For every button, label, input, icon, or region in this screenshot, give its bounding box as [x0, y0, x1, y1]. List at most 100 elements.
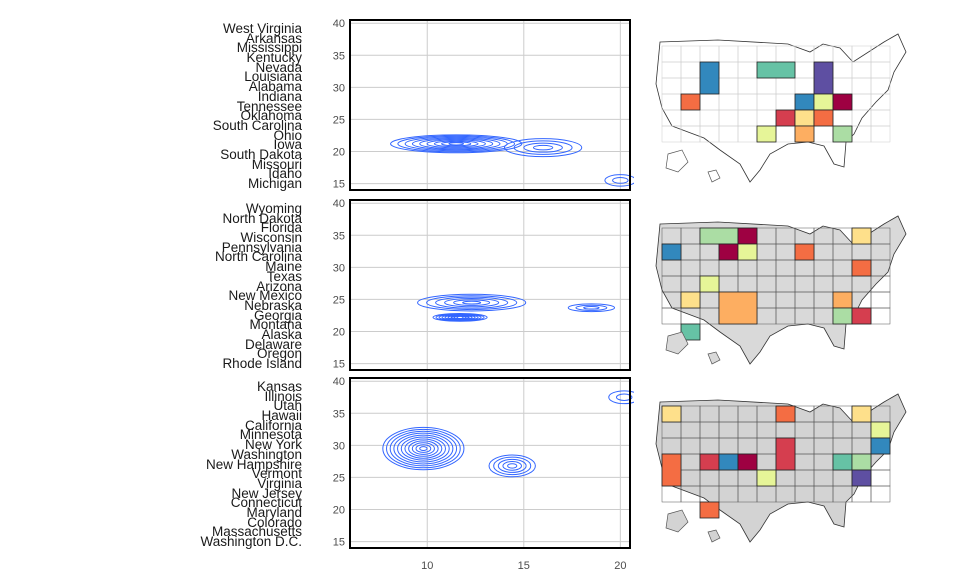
highlighted-state	[794, 93, 815, 111]
state-label: North Dakota	[222, 210, 302, 226]
contour-panel-2: 15 20 25 30 35 40	[333, 198, 631, 371]
state-label: Oregon	[256, 346, 302, 362]
state-label: Colorado	[247, 514, 302, 530]
y-tick-label: 35	[333, 408, 345, 420]
state-list-panel-2: Wyoming North Dakota Florida Wisconsin Penns…	[150, 202, 302, 371]
highlighted-state	[775, 109, 796, 127]
highlighted-state	[851, 259, 872, 277]
highlighted-state	[775, 405, 796, 423]
highlighted-state	[851, 469, 872, 487]
y-tick-label: 35	[333, 50, 345, 62]
contour-line	[389, 430, 458, 467]
contour-line	[404, 438, 443, 459]
contour-line	[615, 393, 633, 401]
state-label: Wisconsin	[240, 230, 302, 246]
highlighted-state	[851, 307, 872, 325]
state-cell	[870, 485, 891, 503]
contour-line	[503, 138, 583, 158]
contour-line	[462, 300, 482, 305]
panel-border	[349, 199, 631, 371]
y-tick-label: 40	[333, 376, 345, 388]
highlighted-state	[699, 501, 720, 519]
contour-line	[448, 142, 465, 146]
highlighted-state	[661, 453, 682, 487]
contour-line	[386, 428, 461, 469]
y-tick-label: 20	[333, 327, 345, 339]
contour-line	[497, 458, 527, 473]
state-label: South Dakota	[220, 146, 302, 162]
state-label: Mississippi	[236, 40, 302, 56]
state-cell	[870, 469, 891, 487]
contour-line	[382, 426, 465, 471]
highlighted-state	[832, 307, 853, 325]
highlighted-state	[737, 453, 758, 471]
contour-line	[419, 446, 428, 451]
contour-line	[441, 141, 472, 147]
grid	[350, 378, 630, 548]
highlighted-state	[661, 405, 682, 423]
highlighted-state	[699, 275, 720, 293]
y-tick-label: 20	[333, 505, 345, 517]
highlighted-state	[661, 243, 682, 261]
y-tick-label: 40	[333, 18, 345, 30]
state-label: Maryland	[246, 504, 302, 520]
state-label: Indiana	[257, 88, 302, 104]
highlighted-state	[813, 109, 834, 127]
panel-border	[349, 19, 631, 191]
contour-line	[453, 299, 491, 306]
state-label: Arizona	[256, 278, 302, 294]
state-label: Louisiana	[244, 69, 302, 85]
highlighted-state	[813, 61, 834, 95]
alaska-shape	[665, 149, 689, 173]
highlighted-state	[832, 453, 853, 471]
us-outline	[655, 215, 907, 365]
state-label: Texas	[266, 268, 302, 284]
highlighted-state	[813, 93, 834, 111]
state-label: Nevada	[255, 59, 302, 75]
highlighted-state	[851, 453, 872, 471]
hawaii-shape	[707, 169, 721, 183]
y-tick-label: 30	[333, 82, 345, 94]
state-label: California	[244, 417, 302, 433]
state-label: Arkansas	[245, 30, 302, 46]
x-tick-label: 15	[518, 560, 530, 572]
y-tick-label: 15	[333, 179, 345, 191]
highlighted-state	[851, 227, 872, 245]
state-cell	[870, 291, 891, 309]
highlighted-state	[680, 93, 701, 111]
highlighted-state	[699, 453, 720, 471]
highlighted-state	[832, 291, 853, 309]
panel-border	[349, 377, 631, 549]
state-label: Illinois	[264, 388, 302, 404]
highlighted-state	[756, 61, 796, 79]
state-label: South Carolina	[212, 117, 302, 133]
y-tick-label: 30	[333, 440, 345, 452]
state-label: Washington D.C.	[200, 534, 302, 549]
contour-line	[488, 454, 536, 478]
state-label: Michigan	[247, 176, 302, 191]
state-label: Missouri	[251, 156, 302, 172]
us-map-1	[655, 33, 907, 183]
state-label: Washington	[231, 446, 302, 462]
state-label: Connecticut	[230, 495, 302, 511]
highlighted-state	[794, 125, 815, 143]
state-label: Kansas	[256, 379, 302, 394]
state-label: Virginia	[257, 475, 302, 491]
state-label: Massachusetts	[211, 524, 302, 540]
state-cell	[870, 307, 891, 325]
state-label: West Virginia	[222, 21, 302, 36]
contour-line	[507, 463, 518, 469]
contour-line	[435, 296, 509, 309]
hawaii-shape	[707, 351, 721, 365]
highlighted-state	[718, 243, 739, 261]
state-label: Vermont	[251, 466, 302, 482]
state-label: Rhode Island	[222, 356, 302, 371]
density-contours	[382, 390, 634, 478]
state-label: Florida	[260, 220, 302, 236]
contour-line	[575, 304, 608, 311]
contour-line	[390, 134, 523, 154]
contour-line	[523, 142, 563, 153]
y-tick-label: 25	[333, 472, 345, 484]
state-label: Minnesota	[239, 427, 302, 443]
density-contours	[417, 293, 616, 322]
